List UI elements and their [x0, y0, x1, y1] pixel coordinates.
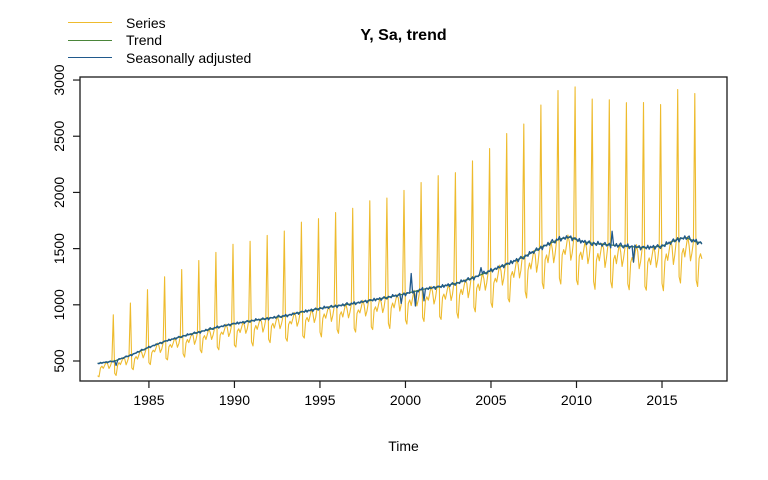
x-tick-label: 2000 — [390, 392, 421, 408]
legend: Series Trend Seasonally adjusted — [68, 14, 251, 67]
y-tick-label: 2000 — [51, 177, 67, 208]
series-line — [97, 86, 703, 378]
trend-line — [97, 236, 703, 365]
legend-label-trend: Trend — [126, 32, 163, 49]
legend-item-series: Series — [68, 14, 251, 32]
legend-label-series: Series — [126, 14, 166, 31]
trend-line-icon — [68, 39, 112, 41]
x-axis-label: Time — [388, 438, 419, 454]
x-tick-label: 1995 — [304, 392, 335, 408]
x-tick-label: 1985 — [133, 392, 164, 408]
y-tick-label: 500 — [51, 349, 67, 373]
sa-line — [97, 230, 703, 367]
y-tick-label: 3000 — [51, 64, 67, 95]
x-tick-label: 2010 — [561, 392, 592, 408]
y-tick-label: 2500 — [51, 120, 67, 151]
x-tick-label: 2005 — [475, 392, 506, 408]
plot-frame — [79, 76, 728, 382]
y-tick-label: 1500 — [51, 233, 67, 264]
chart-title: Y, Sa, trend — [360, 27, 447, 44]
x-tick-label: 1990 — [219, 392, 250, 408]
legend-item-trend: Trend — [68, 32, 251, 50]
legend-label-seasonally-adjusted: Seasonally adjusted — [126, 49, 252, 66]
seasonally-adjusted-line-icon — [68, 57, 112, 59]
x-tick-label: 2015 — [646, 392, 677, 408]
legend-item-seasonally-adjusted: Seasonally adjusted — [68, 49, 251, 67]
y-tick-label: 1000 — [51, 289, 67, 320]
series-line-icon — [68, 22, 112, 24]
